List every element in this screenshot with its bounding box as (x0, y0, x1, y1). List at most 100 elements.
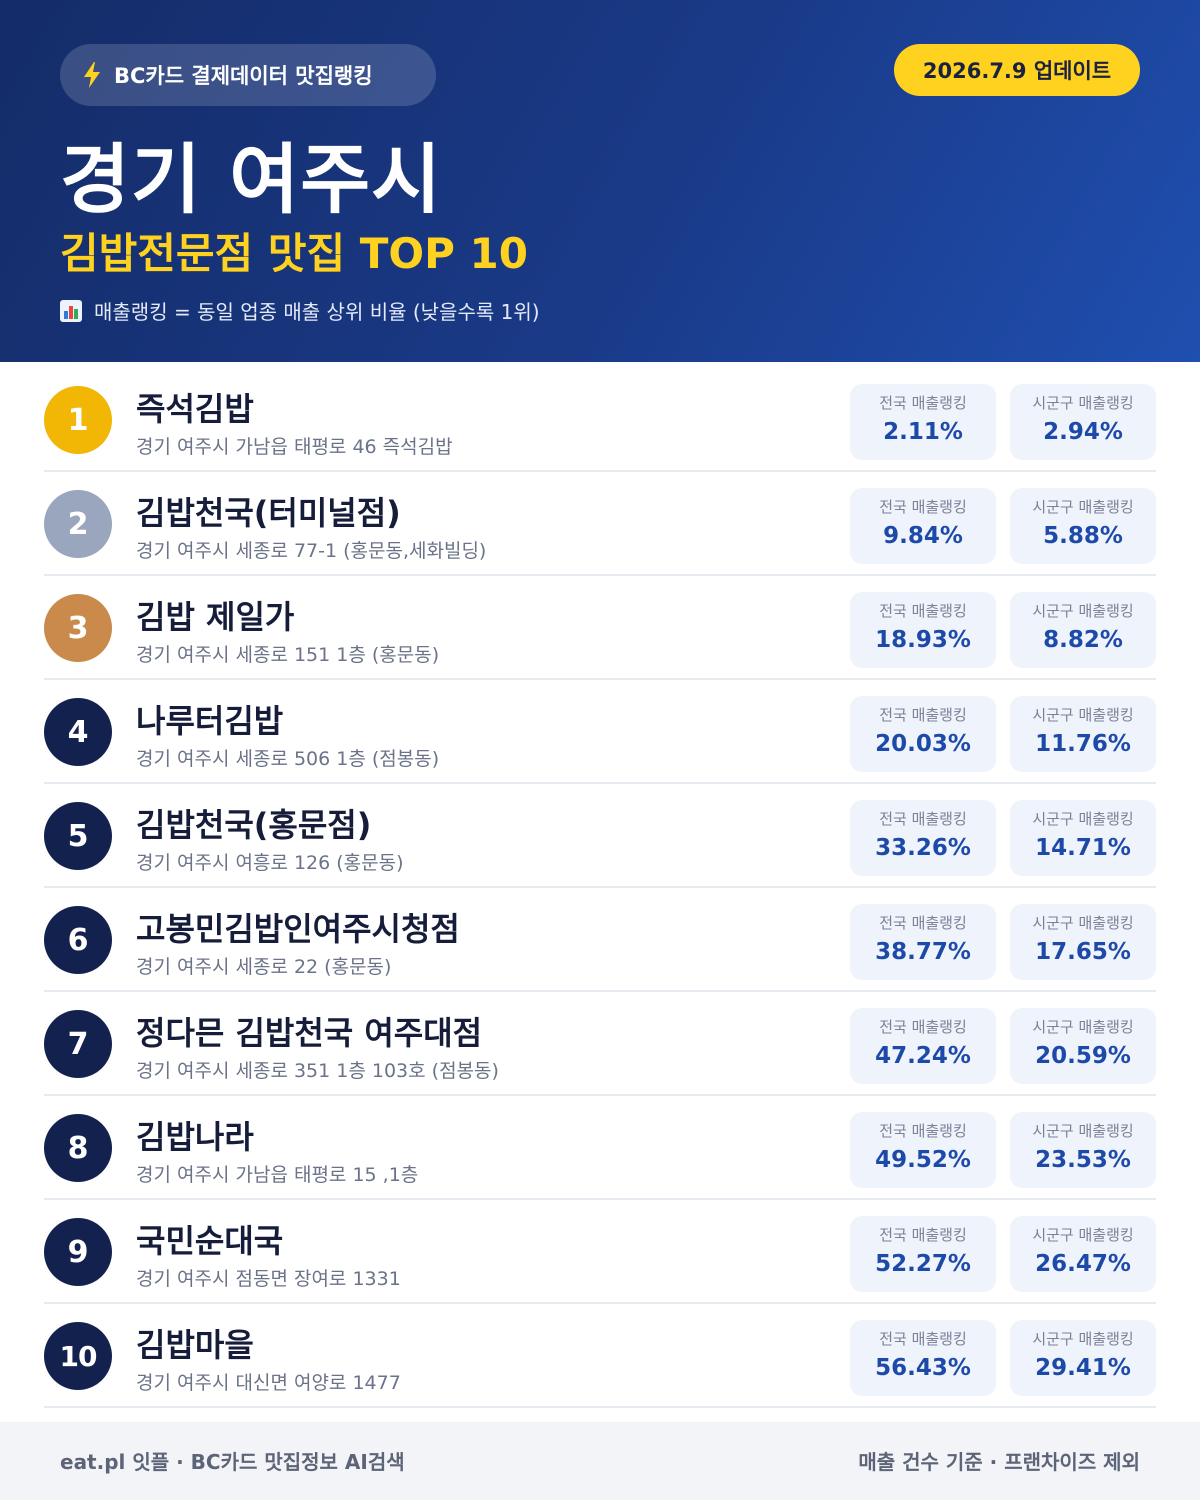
footer: eat.pl 잇플 · BC카드 맛집정보 AI검색 매출 건수 기준 · 프랜… (0, 1422, 1200, 1500)
national-ranking-label: 전국 매출랭킹 (879, 810, 967, 828)
local-ranking-label: 시군구 매출랭킹 (1032, 1226, 1134, 1244)
local-ranking-label: 시군구 매출랭킹 (1032, 1122, 1134, 1140)
local-ranking-box: 시군구 매출랭킹 29.41% (1010, 1320, 1156, 1396)
restaurant-name[interactable]: 김밥천국(터미널점) (136, 494, 401, 532)
national-ranking-value: 2.11% (883, 419, 963, 445)
national-ranking-value: 47.24% (875, 1043, 971, 1069)
bar-chart-icon (60, 299, 82, 322)
national-ranking-value: 33.26% (875, 835, 971, 861)
national-ranking-label: 전국 매출랭킹 (879, 394, 967, 412)
local-ranking-value: 2.94% (1043, 419, 1123, 445)
footer-criteria: 매출 건수 기준 · 프랜차이즈 제외 (858, 1450, 1140, 1474)
ranking-list: 1 즉석김밥 경기 여주시 가남읍 태평로 46 즉석김밥 전국 매출랭킹 2.11% 시… (44, 368, 1156, 1408)
ranking-note-text: 매출랭킹 = 동일 업종 매출 상위 비율 (낮을수록 1위) (94, 300, 540, 324)
national-ranking-value: 49.52% (875, 1147, 971, 1173)
local-ranking-label: 시군구 매출랭킹 (1032, 394, 1134, 412)
rank-badge: 4 (44, 698, 112, 766)
local-ranking-label: 시군구 매출랭킹 (1032, 1018, 1134, 1036)
ranking-note: 매출랭킹 = 동일 업종 매출 상위 비율 (낮을수록 1위) (60, 296, 540, 325)
local-ranking-label: 시군구 매출랭킹 (1032, 914, 1134, 932)
header-banner: BC카드 결제데이터 맛집랭킹 2026.7.9 업데이트 경기 여주시 김밥전… (0, 0, 1200, 362)
national-ranking-label: 전국 매출랭킹 (879, 1330, 967, 1348)
national-ranking-label: 전국 매출랭킹 (879, 1018, 967, 1036)
restaurant-address: 경기 여주시 대신면 여양로 1477 (136, 1372, 401, 1394)
local-ranking-label: 시군구 매출랭킹 (1032, 810, 1134, 828)
local-ranking-value: 26.47% (1035, 1251, 1131, 1277)
restaurant-address: 경기 여주시 가남읍 태평로 46 즉석김밥 (136, 436, 453, 458)
local-ranking-value: 29.41% (1035, 1355, 1131, 1381)
local-ranking-value: 11.76% (1035, 731, 1131, 757)
national-ranking-box: 전국 매출랭킹 47.24% (850, 1008, 996, 1084)
restaurant-name[interactable]: 김밥 제일가 (136, 598, 295, 636)
list-item[interactable]: 6 고봉민김밥인여주시청점 경기 여주시 세종로 22 (홍문동) 전국 매출랭킹 38… (44, 888, 1156, 992)
source-pill: BC카드 결제데이터 맛집랭킹 (60, 44, 436, 106)
restaurant-address: 경기 여주시 여흥로 126 (홍문동) (136, 852, 404, 874)
local-ranking-value: 14.71% (1035, 835, 1131, 861)
local-ranking-value: 20.59% (1035, 1043, 1131, 1069)
local-ranking-box: 시군구 매출랭킹 26.47% (1010, 1216, 1156, 1292)
restaurant-address: 경기 여주시 점동면 장여로 1331 (136, 1268, 401, 1290)
local-ranking-box: 시군구 매출랭킹 23.53% (1010, 1112, 1156, 1188)
restaurant-name[interactable]: 김밥마을 (136, 1326, 254, 1364)
restaurant-name[interactable]: 나루터김밥 (136, 702, 284, 740)
national-ranking-value: 38.77% (875, 939, 971, 965)
list-item[interactable]: 4 나루터김밥 경기 여주시 세종로 506 1층 (점봉동) 전국 매출랭킹 20.0… (44, 680, 1156, 784)
rank-badge: 10 (44, 1322, 112, 1390)
local-ranking-box: 시군구 매출랭킹 8.82% (1010, 592, 1156, 668)
restaurant-name[interactable]: 즉석김밥 (136, 390, 254, 428)
local-ranking-label: 시군구 매출랭킹 (1032, 498, 1134, 516)
footer-source: eat.pl 잇플 · BC카드 맛집정보 AI검색 (60, 1450, 405, 1474)
page-subtitle: 김밥전문점 맛집 TOP 10 (60, 229, 528, 278)
local-ranking-value: 23.53% (1035, 1147, 1131, 1173)
source-label: BC카드 결제데이터 맛집랭킹 (114, 64, 373, 88)
page-title: 경기 여주시 (60, 135, 443, 224)
national-ranking-value: 18.93% (875, 627, 971, 653)
national-ranking-label: 전국 매출랭킹 (879, 602, 967, 620)
list-item[interactable]: 3 김밥 제일가 경기 여주시 세종로 151 1층 (홍문동) 전국 매출랭킹 18.… (44, 576, 1156, 680)
national-ranking-label: 전국 매출랭킹 (879, 706, 967, 724)
local-ranking-box: 시군구 매출랭킹 5.88% (1010, 488, 1156, 564)
restaurant-address: 경기 여주시 세종로 22 (홍문동) (136, 956, 392, 978)
restaurant-name[interactable]: 고봉민김밥인여주시청점 (136, 910, 460, 948)
restaurant-name[interactable]: 정다믄 김밥천국 여주대점 (136, 1014, 483, 1052)
national-ranking-value: 52.27% (875, 1251, 971, 1277)
local-ranking-label: 시군구 매출랭킹 (1032, 706, 1134, 724)
local-ranking-label: 시군구 매출랭킹 (1032, 1330, 1134, 1348)
national-ranking-label: 전국 매출랭킹 (879, 1122, 967, 1140)
national-ranking-box: 전국 매출랭킹 52.27% (850, 1216, 996, 1292)
rank-badge: 1 (44, 386, 112, 454)
rank-badge: 7 (44, 1010, 112, 1078)
restaurant-name[interactable]: 국민순대국 (136, 1222, 284, 1260)
rank-badge: 9 (44, 1218, 112, 1286)
rank-badge: 5 (44, 802, 112, 870)
rank-badge: 3 (44, 594, 112, 662)
national-ranking-value: 9.84% (883, 523, 963, 549)
restaurant-address: 경기 여주시 세종로 351 1층 103호 (점봉동) (136, 1060, 499, 1082)
national-ranking-box: 전국 매출랭킹 9.84% (850, 488, 996, 564)
rank-badge: 8 (44, 1114, 112, 1182)
national-ranking-box: 전국 매출랭킹 49.52% (850, 1112, 996, 1188)
restaurant-address: 경기 여주시 가남읍 태평로 15 ,1층 (136, 1164, 419, 1186)
local-ranking-value: 8.82% (1043, 627, 1123, 653)
list-item[interactable]: 2 김밥천국(터미널점) 경기 여주시 세종로 77-1 (홍문동,세화빌딩) 전국 … (44, 472, 1156, 576)
restaurant-name[interactable]: 김밥나라 (136, 1118, 254, 1156)
national-ranking-box: 전국 매출랭킹 38.77% (850, 904, 996, 980)
national-ranking-label: 전국 매출랭킹 (879, 914, 967, 932)
restaurant-address: 경기 여주시 세종로 77-1 (홍문동,세화빌딩) (136, 540, 487, 562)
national-ranking-label: 전국 매출랭킹 (879, 498, 967, 516)
national-ranking-value: 20.03% (875, 731, 971, 757)
national-ranking-box: 전국 매출랭킹 33.26% (850, 800, 996, 876)
national-ranking-label: 전국 매출랭킹 (879, 1226, 967, 1244)
update-date-badge: 2026.7.9 업데이트 (894, 44, 1140, 96)
list-item[interactable]: 5 김밥천국(홍문점) 경기 여주시 여흥로 126 (홍문동) 전국 매출랭킹 33.… (44, 784, 1156, 888)
restaurant-name[interactable]: 김밥천국(홍문점) (136, 806, 372, 844)
national-ranking-box: 전국 매출랭킹 18.93% (850, 592, 996, 668)
local-ranking-value: 5.88% (1043, 523, 1123, 549)
national-ranking-value: 56.43% (875, 1355, 971, 1381)
local-ranking-box: 시군구 매출랭킹 11.76% (1010, 696, 1156, 772)
